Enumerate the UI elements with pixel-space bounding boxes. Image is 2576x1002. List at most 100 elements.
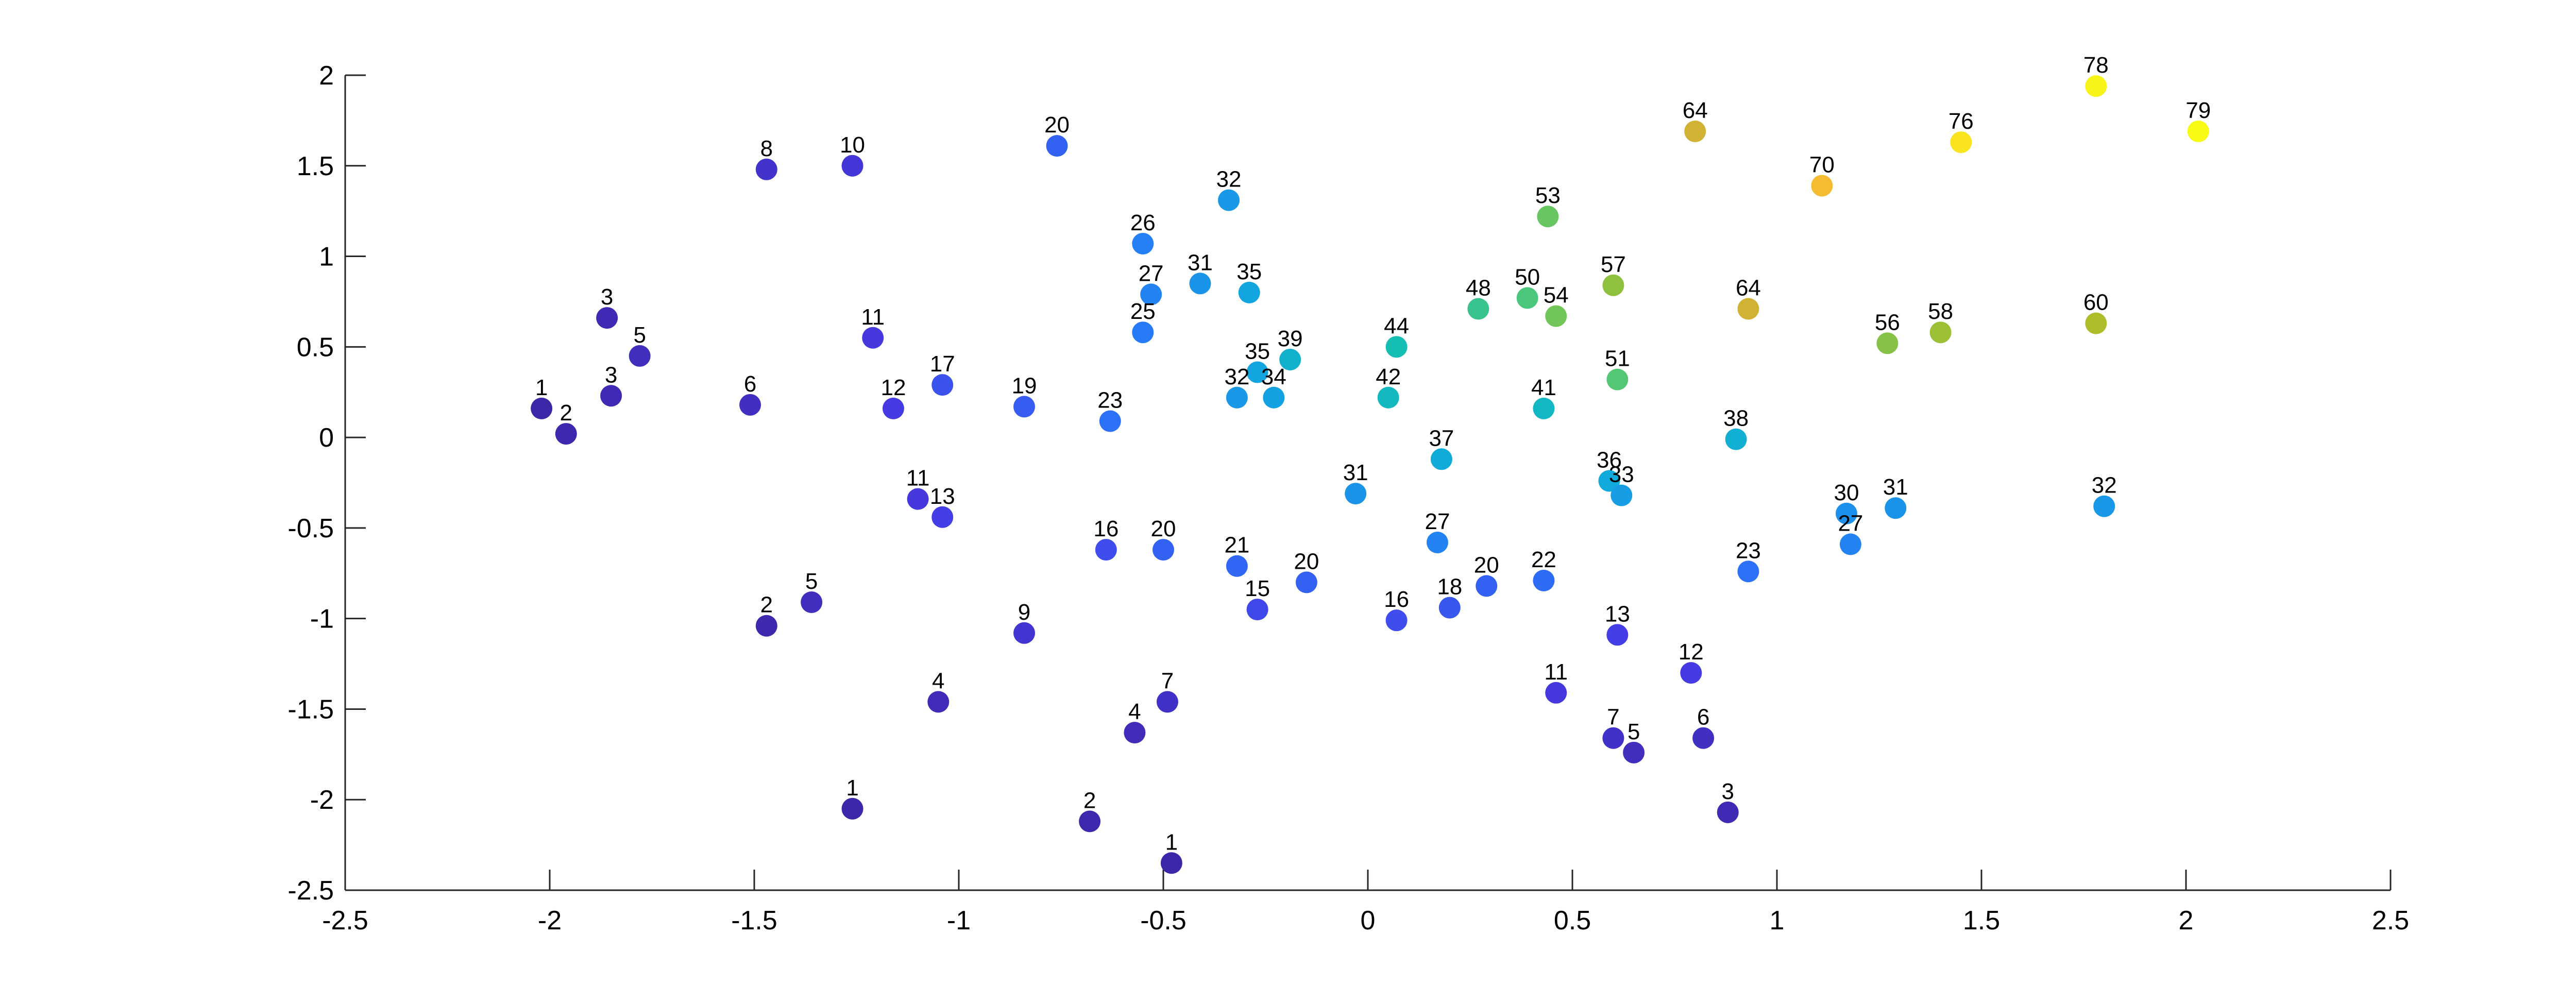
- y-tick-label: -1: [310, 604, 334, 634]
- y-tick-label: 2: [319, 61, 334, 91]
- data-label: 4: [1128, 699, 1141, 724]
- data-label: 57: [1601, 252, 1626, 277]
- x-tick-label: -1: [947, 906, 971, 936]
- data-label: 37: [1429, 426, 1454, 451]
- data-label: 12: [1679, 639, 1704, 665]
- data-point: [1717, 801, 1739, 823]
- data-point: [1426, 532, 1448, 554]
- data-point: [1476, 575, 1498, 597]
- data-point: [931, 374, 954, 396]
- data-label: 39: [1278, 326, 1303, 351]
- data-label: 21: [1224, 533, 1249, 558]
- data-label: 5: [805, 569, 818, 594]
- data-point: [1839, 533, 1861, 555]
- data-point: [1140, 283, 1162, 305]
- data-label: 51: [1605, 346, 1630, 371]
- data-point: [1013, 396, 1036, 418]
- data-point: [1079, 810, 1101, 833]
- data-label: 34: [1261, 364, 1286, 389]
- data-point: [1246, 361, 1268, 383]
- data-point: [1385, 609, 1408, 632]
- y-tick-label: 0: [319, 423, 334, 453]
- data-label: 56: [1875, 310, 1900, 335]
- data-point: [1263, 386, 1285, 409]
- x-tick-label: 1: [1770, 906, 1785, 936]
- data-point: [1218, 189, 1240, 211]
- data-point: [531, 397, 553, 419]
- data-point: [2187, 120, 2209, 142]
- data-point: [755, 158, 777, 180]
- data-label: 76: [1948, 109, 1974, 134]
- data-point: [1876, 332, 1899, 354]
- data-label: 6: [744, 371, 756, 397]
- data-point: [600, 385, 622, 407]
- data-point: [1929, 321, 1952, 344]
- data-label: 50: [1515, 264, 1540, 290]
- data-label: 2: [1083, 788, 1096, 813]
- data-point: [2085, 75, 2107, 97]
- data-point: [739, 394, 761, 416]
- data-point: [1623, 741, 1645, 763]
- data-label: 70: [1809, 152, 1835, 177]
- data-point: [1238, 281, 1260, 303]
- y-tick-label: -2: [310, 785, 334, 815]
- data-point: [1385, 336, 1408, 358]
- data-point: [1189, 273, 1211, 295]
- data-point: [1345, 483, 1367, 505]
- data-point: [1725, 428, 1747, 450]
- data-point: [1835, 502, 1857, 524]
- data-label: 16: [1093, 516, 1118, 541]
- x-tick-label: -2: [538, 906, 562, 936]
- data-label: 5: [1628, 719, 1640, 744]
- data-label: 53: [1535, 183, 1561, 208]
- data-label: 5: [633, 322, 646, 348]
- data-label: 4: [932, 668, 944, 693]
- y-tick-label: -0.5: [287, 514, 334, 544]
- data-label: 10: [840, 132, 865, 158]
- data-label: 20: [1151, 516, 1176, 541]
- data-point: [1545, 682, 1567, 704]
- data-label: 54: [1544, 283, 1569, 308]
- data-label: 20: [1474, 552, 1499, 578]
- data-label: 30: [1834, 480, 1859, 505]
- data-point: [1132, 321, 1154, 344]
- data-point: [1438, 597, 1461, 619]
- data-point: [1602, 274, 1624, 296]
- data-label: 16: [1384, 587, 1409, 612]
- data-label: 8: [760, 136, 773, 161]
- data-point: [1153, 539, 1174, 561]
- x-tick-label: -0.5: [1140, 906, 1187, 936]
- data-point: [1013, 622, 1036, 644]
- data-label: 1: [535, 375, 548, 400]
- data-label: 12: [880, 375, 906, 400]
- data-label: 41: [1531, 375, 1556, 400]
- data-point: [1124, 722, 1146, 744]
- x-tick-label: 2.5: [2372, 906, 2409, 936]
- data-label: 31: [1883, 474, 1908, 500]
- data-point: [1099, 410, 1121, 432]
- data-point: [841, 797, 863, 820]
- data-label: 60: [2083, 290, 2109, 315]
- data-label: 36: [1597, 447, 1622, 472]
- data-point: [1684, 120, 1706, 142]
- data-point: [1602, 727, 1624, 749]
- data-point: [927, 691, 950, 713]
- data-label: 13: [930, 484, 955, 509]
- data-point: [1606, 624, 1629, 646]
- data-label: 3: [1721, 779, 1734, 804]
- y-tick-label: -1.5: [287, 694, 334, 724]
- data-point: [931, 506, 954, 528]
- y-tick-label: 0.5: [297, 332, 334, 362]
- data-point: [1885, 497, 1907, 519]
- data-label: 64: [1683, 98, 1708, 123]
- data-label: 32: [1224, 364, 1249, 389]
- data-point: [755, 615, 777, 637]
- data-label: 27: [1425, 509, 1450, 534]
- data-label: 31: [1188, 250, 1213, 275]
- data-point: [1537, 206, 1559, 228]
- data-label: 1: [846, 775, 858, 801]
- data-point: [555, 423, 577, 445]
- data-label: 78: [2083, 53, 2109, 78]
- data-point: [1046, 135, 1068, 157]
